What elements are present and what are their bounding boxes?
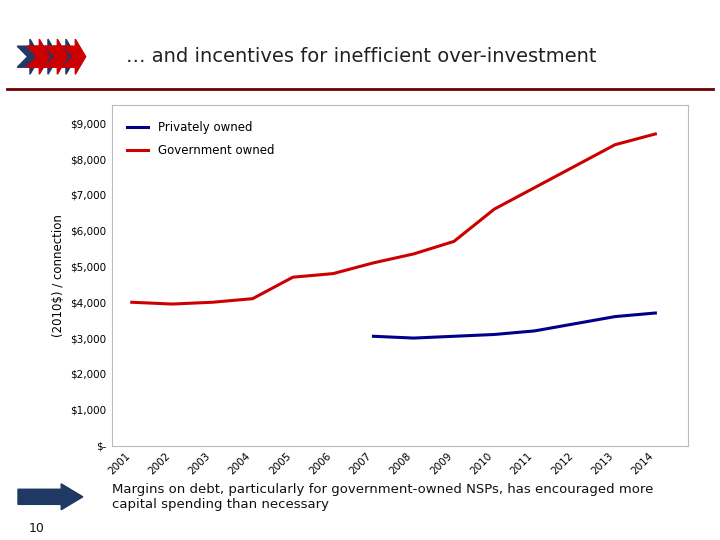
Text: capital spending than necessary: capital spending than necessary [112, 498, 328, 511]
Text: 10: 10 [29, 522, 45, 535]
Legend: Privately owned, Government owned: Privately owned, Government owned [117, 111, 284, 167]
Text: … and incentives for inefficient over-investment: … and incentives for inefficient over-in… [126, 47, 596, 66]
Y-axis label: (2010$) / connection: (2010$) / connection [52, 214, 65, 337]
Text: Margins on debt, particularly for government-owned NSPs, has encouraged more: Margins on debt, particularly for govern… [112, 483, 653, 496]
